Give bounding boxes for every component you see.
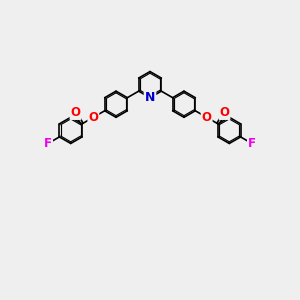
Text: F: F <box>248 137 256 150</box>
Text: O: O <box>220 106 230 119</box>
Text: N: N <box>145 91 155 104</box>
Text: O: O <box>88 111 98 124</box>
Text: F: F <box>44 137 52 150</box>
Text: O: O <box>70 106 80 119</box>
Text: N: N <box>145 91 155 104</box>
Text: O: O <box>202 111 212 124</box>
